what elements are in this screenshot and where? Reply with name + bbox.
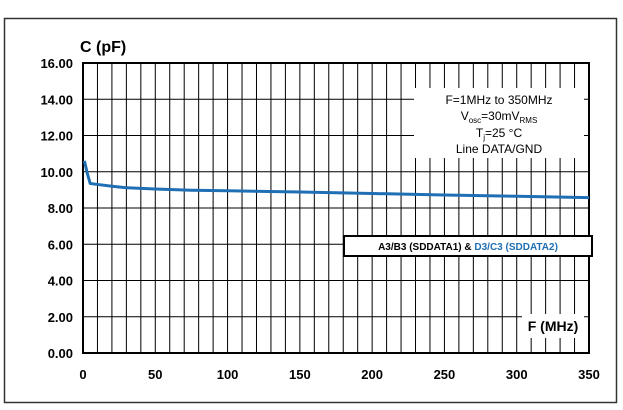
legend-box — [343, 235, 593, 257]
x-tick-label: 0 — [79, 367, 86, 382]
x-tick-label: 100 — [217, 367, 239, 382]
x-tick-label: 250 — [434, 367, 456, 382]
annotation-box — [414, 88, 584, 158]
annotation-line-4: Line DATA/GND — [456, 142, 543, 156]
legend-text: A3/B3 (SDDATA1) & D3/C3 (SDDATA2) — [378, 242, 558, 253]
x-tick-label: 50 — [148, 367, 162, 382]
y-tick-label: 8.00 — [48, 201, 73, 216]
x-tick-label: 150 — [289, 367, 311, 382]
x-tick-label: 200 — [361, 367, 383, 382]
plot-area-border — [82, 62, 590, 354]
y-tick-label: 12.00 — [40, 129, 73, 144]
y-tick-label: 4.00 — [48, 274, 73, 289]
y-tick-label: 2.00 — [48, 310, 73, 325]
y-tick-label: 14.00 — [40, 92, 73, 107]
x-tick-label: 300 — [506, 367, 528, 382]
y-axis-label: C (pF) — [80, 39, 126, 56]
y-tick-label: 10.00 — [40, 165, 73, 180]
y-tick-label: 6.00 — [48, 237, 73, 252]
capacitance-series-line — [82, 160, 590, 200]
y-tick-labels: 0.00 2.00 4.00 6.00 8.00 10.00 12.00 14.00 16.00 — [40, 56, 73, 361]
annotation-line-3: Tj=25 °C — [476, 126, 523, 142]
annotation-line-1: F=1MHz to 350MHz — [445, 93, 552, 107]
outer-border — [3, 17, 618, 404]
y-tick-label: 16.00 — [40, 56, 73, 71]
annotation-line-2: Vosc=30mVRMS — [461, 109, 538, 125]
legend-part-1: A3/B3 (SDDATA1) & — [378, 242, 474, 253]
x-axis-label-box — [522, 314, 584, 338]
x-tick-label: 350 — [578, 367, 600, 382]
y-tick-label: 0.00 — [48, 346, 73, 361]
legend-part-2: D3/C3 (SDDATA2) — [474, 242, 558, 253]
x-tick-labels: 0 50 100 150 200 250 300 350 — [79, 367, 599, 382]
x-axis-label: F (MHz) — [528, 318, 579, 334]
